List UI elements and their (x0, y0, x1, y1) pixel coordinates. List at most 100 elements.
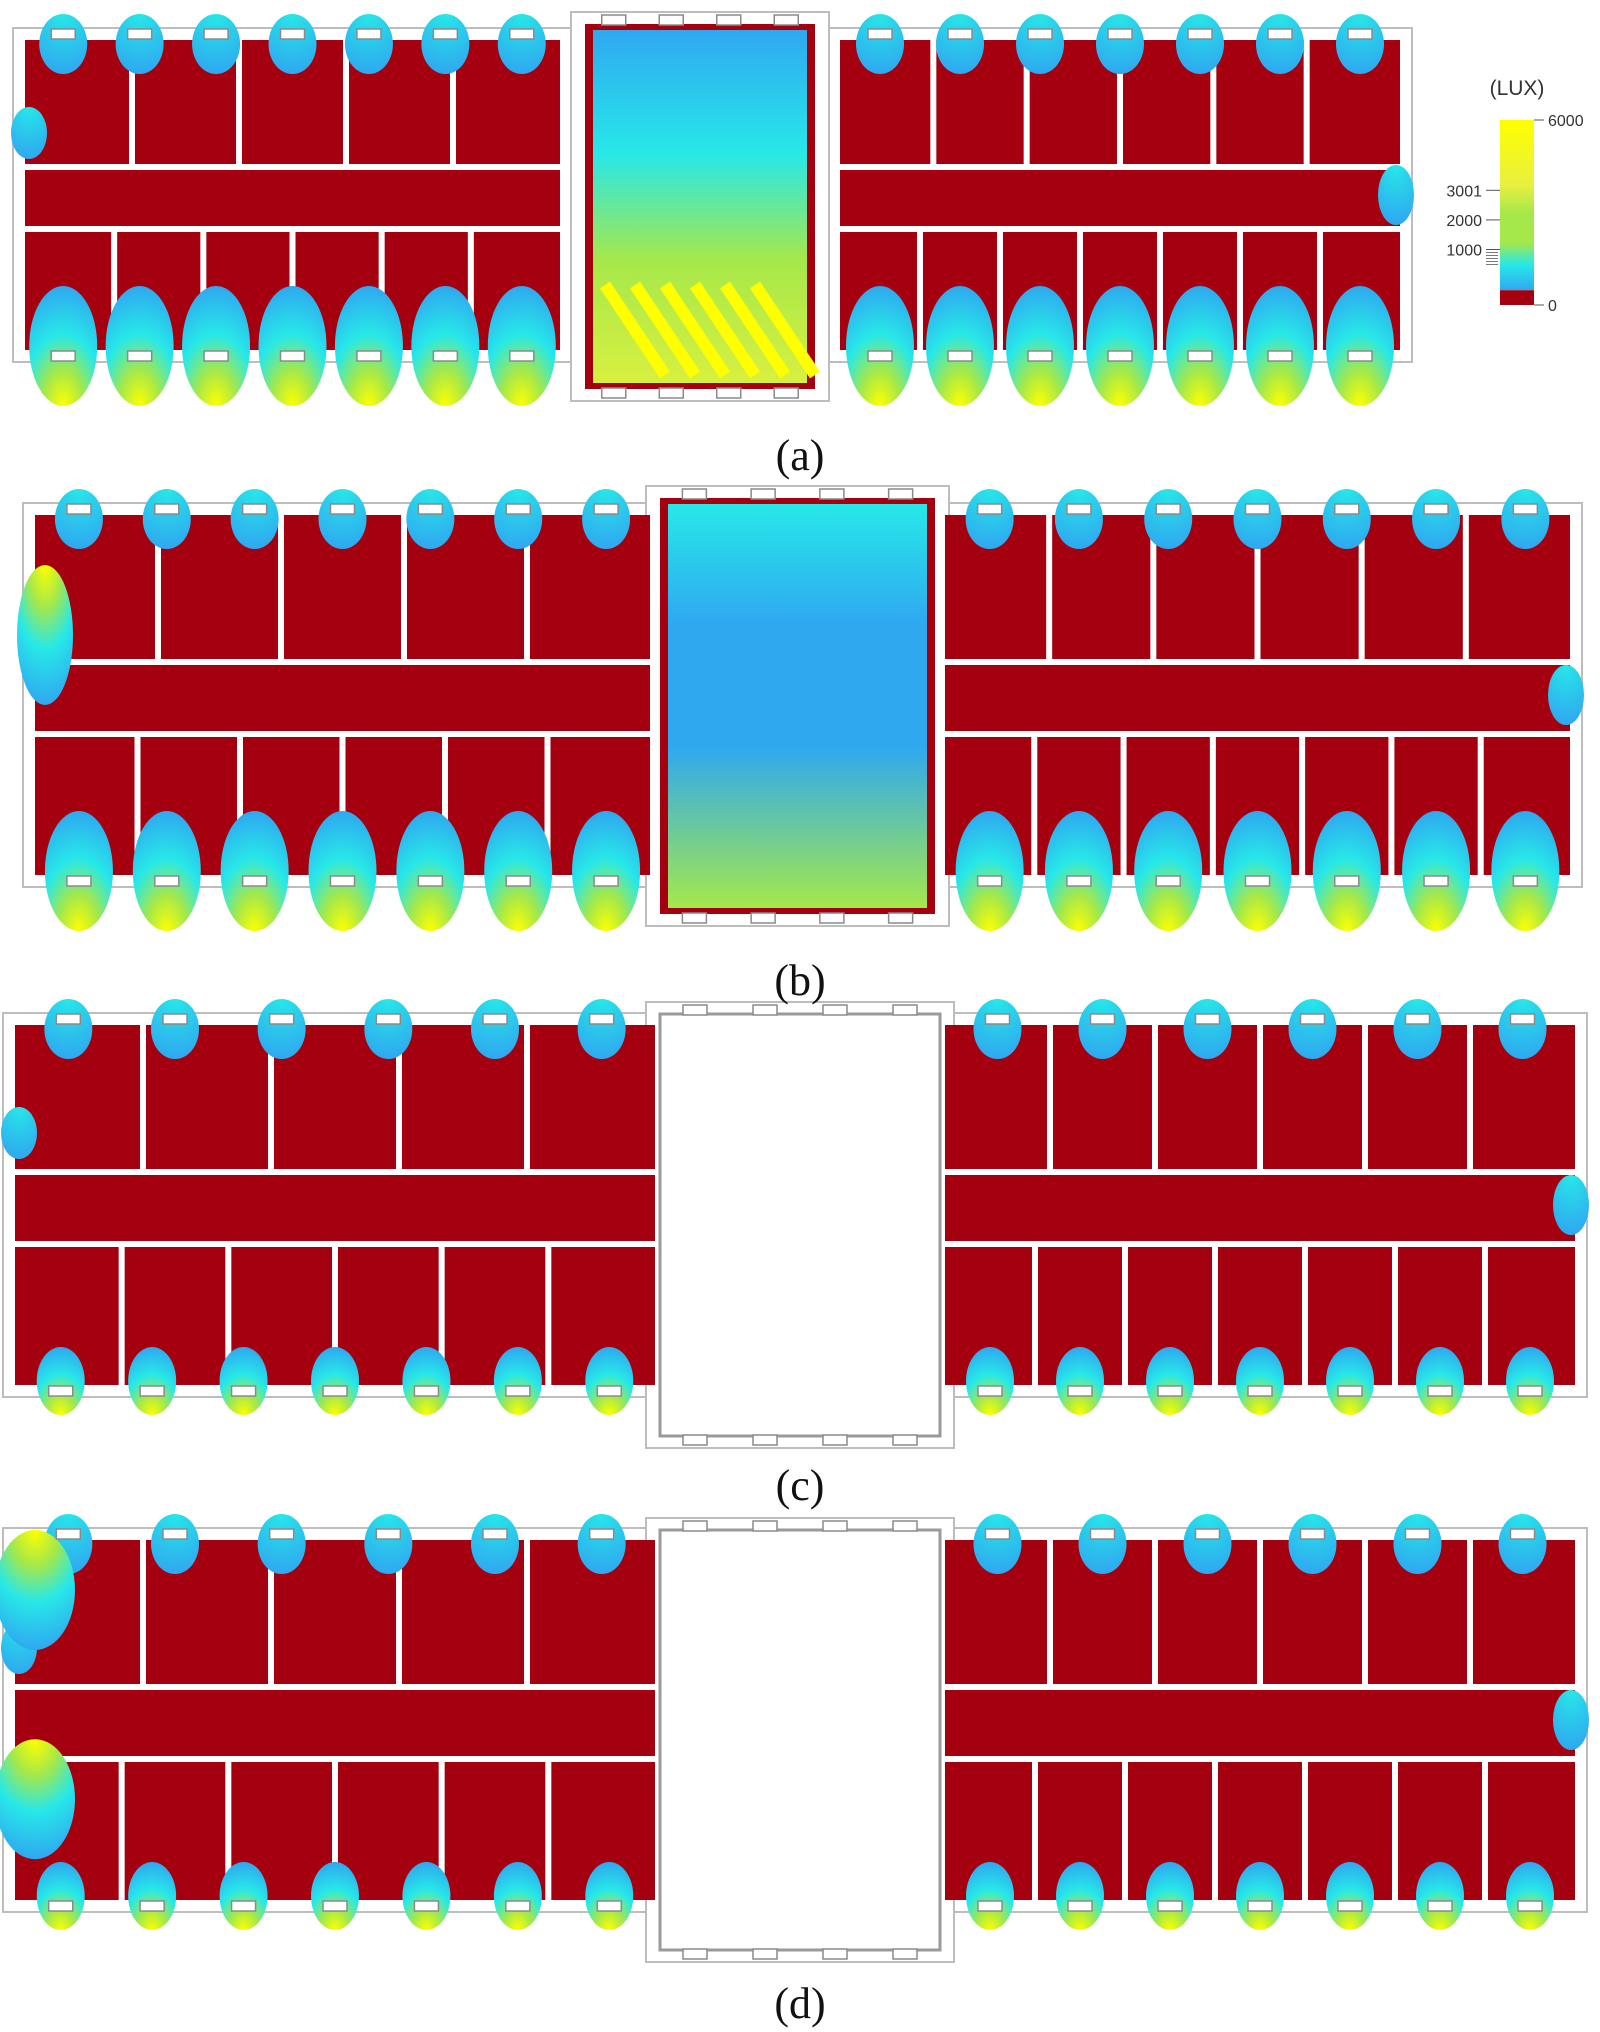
window-light-bottom (258, 286, 327, 406)
window-light-top (1288, 999, 1337, 1059)
window-light-top (471, 999, 519, 1059)
window (268, 1013, 295, 1025)
partition-wall (1157, 226, 1163, 350)
partition-wall (438, 1756, 445, 1900)
partition-wall (268, 1025, 274, 1169)
partition-wall (1299, 731, 1306, 875)
window-light-side (1378, 165, 1414, 225)
window-light-top (268, 14, 317, 74)
partition-wall (1122, 1756, 1128, 1900)
window-light-top (936, 14, 984, 74)
window-light-top (1078, 999, 1127, 1059)
window-light-bottom (572, 811, 641, 931)
window (1517, 1900, 1543, 1912)
partition-wall (1257, 1025, 1263, 1169)
window (984, 1013, 1011, 1025)
window (47, 1385, 74, 1397)
window (1107, 350, 1133, 362)
partition-wall (1212, 1241, 1218, 1385)
partition-wall (1150, 515, 1157, 659)
window (1157, 1385, 1183, 1397)
window-light-top (1233, 489, 1282, 549)
window (750, 912, 776, 924)
sun-patch (660, 281, 730, 379)
sun-patch (690, 281, 760, 379)
window (329, 875, 356, 887)
windows (50, 14, 1373, 399)
central-hall (658, 1528, 942, 1952)
window (241, 503, 268, 515)
window-light-top (151, 1514, 199, 1574)
window-light-bottom (1006, 286, 1074, 406)
partition-wall (1482, 1756, 1488, 1900)
window-light-bottom (1402, 811, 1471, 931)
partition-wall (1317, 226, 1323, 350)
window-light-bottom (308, 811, 377, 931)
window-light-top (318, 489, 367, 549)
window (976, 503, 1003, 515)
window-light-bottom (1086, 286, 1154, 406)
partition-wall (544, 731, 551, 875)
partition-wall (140, 1025, 146, 1169)
partition-wall (1302, 1241, 1308, 1385)
window-light-top (230, 489, 279, 549)
window-light-bottom (955, 811, 1024, 931)
window (1157, 1900, 1183, 1912)
window-light-top (364, 1514, 413, 1574)
window (203, 350, 229, 362)
window-light-top (1322, 489, 1371, 549)
window-light-bottom (493, 1862, 542, 1930)
window-light-side (1, 1107, 37, 1159)
legend-tick-label: 3001 (1446, 183, 1482, 200)
window (505, 875, 531, 887)
window-light-bottom (44, 811, 113, 931)
window (66, 875, 92, 887)
window-light-side (11, 107, 47, 159)
window-light-top (1183, 999, 1232, 1059)
window (588, 1528, 615, 1540)
window (1247, 1385, 1273, 1397)
partition-wall (332, 1241, 338, 1385)
windows (66, 488, 1539, 924)
window-light-top (257, 1514, 306, 1574)
window-light-bottom (1236, 1862, 1284, 1930)
window-light-side (1553, 1690, 1589, 1750)
window-light-side (0, 1530, 75, 1650)
window (1067, 1385, 1093, 1397)
window (1155, 503, 1181, 515)
window (139, 1385, 165, 1397)
window-light-top (1501, 489, 1550, 549)
partition-wall (140, 1540, 146, 1684)
window (682, 1004, 708, 1016)
window-light-top (257, 999, 306, 1059)
window-light-bottom (219, 1347, 268, 1415)
window (593, 503, 619, 515)
window-light-bottom (1326, 1347, 1374, 1415)
partition-wall (278, 515, 284, 659)
legend-tick-label: 6000 (1548, 113, 1584, 130)
corridor-wall (35, 659, 650, 665)
window (752, 1434, 778, 1446)
window (1299, 1013, 1326, 1025)
window (822, 1520, 848, 1532)
window (773, 14, 799, 26)
window (1509, 1528, 1536, 1540)
window (1404, 1528, 1431, 1540)
partition-wall (378, 226, 385, 350)
corridor-wall (945, 1684, 1575, 1690)
window (593, 875, 619, 887)
partition-wall (930, 40, 937, 164)
legend-tick-label: 2000 (1446, 213, 1482, 230)
window (750, 488, 776, 500)
window-light-top (471, 1514, 519, 1574)
window (1423, 875, 1449, 887)
window-light-bottom (1506, 1347, 1554, 1415)
window-light-bottom (1146, 1862, 1194, 1930)
window (1427, 1385, 1453, 1397)
window (976, 875, 1003, 887)
window (1512, 503, 1539, 515)
window (356, 28, 382, 40)
window (241, 875, 268, 887)
partition-wall (118, 1756, 125, 1900)
partition-wall (1477, 731, 1484, 875)
